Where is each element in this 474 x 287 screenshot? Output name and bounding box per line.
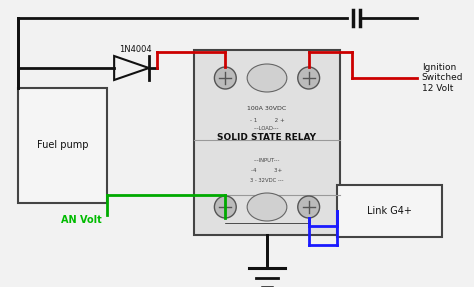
Text: 1N4004: 1N4004 <box>119 46 152 55</box>
Circle shape <box>214 196 236 218</box>
Text: ---INPUT---: ---INPUT--- <box>254 158 280 162</box>
Text: - 1          2 +: - 1 2 + <box>250 117 284 123</box>
Text: SOLID STATE RELAY: SOLID STATE RELAY <box>218 133 317 141</box>
Circle shape <box>298 196 319 218</box>
Text: AN Volt: AN Volt <box>62 215 102 225</box>
Circle shape <box>298 67 319 89</box>
Text: Link G4+: Link G4+ <box>367 206 412 216</box>
Bar <box>337 185 442 237</box>
Circle shape <box>214 67 236 89</box>
Text: Fuel pump: Fuel pump <box>37 141 88 150</box>
Text: Ignition
Switched
12 Volt: Ignition Switched 12 Volt <box>422 63 464 93</box>
Text: 100A 30VDC: 100A 30VDC <box>247 106 287 110</box>
Text: 3 - 32VDC ---: 3 - 32VDC --- <box>250 177 284 183</box>
Text: -4          3+: -4 3+ <box>251 168 283 172</box>
Ellipse shape <box>247 64 287 92</box>
Ellipse shape <box>247 193 287 221</box>
Bar <box>193 50 340 235</box>
Text: ---LOAD---: ---LOAD--- <box>254 125 280 131</box>
Bar <box>18 88 107 203</box>
